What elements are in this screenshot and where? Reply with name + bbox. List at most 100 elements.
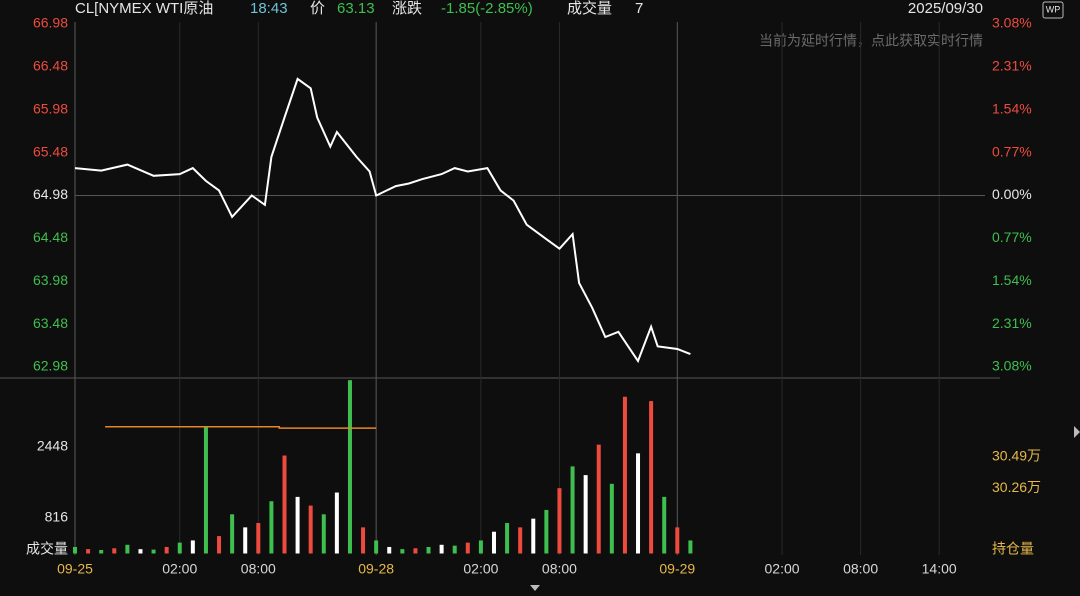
x-tick-label: 09-28	[358, 561, 394, 577]
volume-bar	[636, 453, 641, 554]
y2-tick-label: 0.00%	[992, 186, 1032, 202]
volume-bar	[662, 496, 667, 554]
volume-bar	[99, 550, 104, 554]
y2-tick-label: 0.77%	[992, 143, 1032, 159]
y-tick-label: 66.98	[33, 15, 68, 31]
volume-bar	[125, 544, 130, 554]
volume-bar	[203, 427, 208, 554]
y2-tick-label: 2.31%	[992, 315, 1032, 331]
volume-bar	[282, 455, 287, 554]
volume-bar	[426, 546, 431, 554]
volume-bar	[374, 540, 379, 554]
y-tick-label: 63.98	[33, 272, 68, 288]
volume-bar	[505, 523, 510, 554]
volume-bar	[544, 509, 549, 554]
time: 18:43	[250, 0, 288, 17]
y2-tick-label: 1.54%	[992, 100, 1032, 116]
volume-bar	[243, 527, 248, 554]
date: 2025/09/30	[908, 0, 983, 17]
volume-bar	[531, 518, 536, 554]
volume-bar	[649, 401, 654, 554]
x-tick-label: 02:00	[463, 561, 498, 577]
volume-bar	[256, 523, 261, 554]
change: -1.85(-2.85%)	[441, 0, 533, 17]
volume-bar	[439, 544, 444, 554]
volume-bar	[321, 514, 326, 554]
volume-bar	[151, 549, 156, 554]
change-label: 涨跌	[392, 0, 422, 17]
volume-bar	[465, 542, 470, 554]
volume-bar	[622, 396, 627, 554]
volume-bar	[596, 444, 601, 554]
collapse-arrow[interactable]	[530, 585, 540, 591]
price: 63.13	[337, 0, 375, 17]
y-tick-label: 65.48	[33, 143, 68, 159]
volume-bar	[334, 492, 339, 554]
x-tick-label: 08:00	[241, 561, 276, 577]
volume-bar	[675, 527, 680, 554]
y2-tick-label: 1.54%	[992, 272, 1032, 288]
symbol: CL[NYMEX WTI原油	[75, 0, 213, 17]
delay-notice[interactable]: 当前为延时行情，点此获取实时行情	[759, 33, 983, 49]
y2-tick-label: 3.08%	[992, 15, 1032, 31]
volume-bar	[583, 475, 588, 554]
volume-bar	[478, 540, 483, 554]
x-tick-label: 09-29	[659, 561, 695, 577]
volume-bar	[112, 548, 117, 554]
price-line	[74, 77, 691, 364]
x-tick-label: 02:00	[765, 561, 800, 577]
y2-tick-label: 30.49万	[992, 447, 1041, 463]
volume-bar	[86, 549, 91, 554]
volume-bar	[190, 540, 195, 554]
volume-bar	[230, 514, 235, 554]
x-tick-label: 02:00	[162, 561, 197, 577]
y-tick-label: 816	[45, 509, 69, 525]
y-axis-label: 成交量	[26, 541, 68, 557]
open-interest-line	[105, 426, 377, 429]
x-tick-label: 09-25	[57, 561, 93, 577]
volume-bar	[177, 542, 182, 554]
y-tick-label: 66.48	[33, 58, 68, 74]
volume-bar	[570, 466, 575, 554]
y-tick-label: 2448	[37, 438, 68, 454]
volume-bar	[347, 380, 352, 554]
y-tick-label: 65.98	[33, 100, 68, 116]
y2-tick-label: 30.26万	[992, 479, 1041, 495]
badge-box[interactable]	[1042, 1, 1064, 19]
volume-bar	[138, 549, 143, 554]
volume-bar	[387, 546, 392, 554]
x-tick-label: 08:00	[843, 561, 878, 577]
volume-bar	[518, 527, 523, 554]
volume-label: 成交量	[567, 0, 612, 17]
x-tick-label: 14:00	[922, 561, 957, 577]
volume-bar	[413, 548, 418, 554]
volume-bar	[400, 549, 405, 554]
volume-bar	[688, 540, 693, 554]
side-arrow[interactable]	[1074, 426, 1080, 438]
volume-bar	[452, 545, 457, 554]
volume: 7	[635, 0, 643, 17]
y-tick-label: 64.98	[33, 186, 68, 202]
volume-bar	[269, 501, 274, 554]
x-tick-label: 08:00	[542, 561, 577, 577]
volume-bar	[609, 483, 614, 554]
y-tick-label: 63.48	[33, 315, 68, 331]
volume-bar	[164, 546, 169, 554]
volume-bar	[295, 496, 300, 554]
volume-bar	[217, 536, 222, 554]
y2-tick-label: 0.77%	[992, 229, 1032, 245]
y2-tick-label: 3.08%	[992, 358, 1032, 374]
y2-axis-label: 持仓量	[992, 541, 1034, 557]
volume-bar	[361, 527, 366, 554]
badge[interactable]: WP	[1046, 4, 1061, 14]
price-label: 价	[310, 0, 325, 17]
y-tick-label: 62.98	[33, 358, 68, 374]
y-tick-label: 64.48	[33, 229, 68, 245]
volume-bar	[73, 546, 77, 554]
volume-bar	[557, 488, 562, 554]
y2-tick-label: 2.31%	[992, 58, 1032, 74]
volume-bar	[308, 505, 313, 554]
volume-bar	[491, 531, 496, 554]
